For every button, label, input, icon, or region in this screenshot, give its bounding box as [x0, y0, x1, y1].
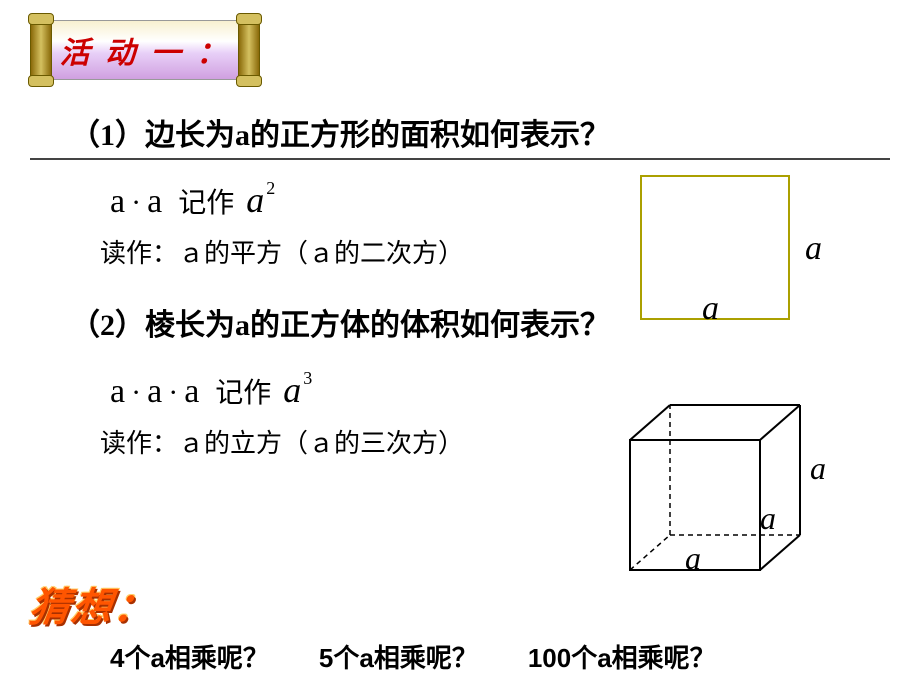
question-1-text: （1）边长为a的正方形的面积如何表示？ [70, 110, 880, 154]
bottom-q2: 5个a相乘呢？ [319, 638, 478, 675]
scroll-roll-left [30, 20, 52, 80]
cube-diagram: a a a [620, 400, 830, 585]
expr1-dot: · [131, 186, 141, 220]
scroll-roll-right [238, 20, 260, 80]
cube-label-outer: a [810, 450, 826, 487]
square-diagram: a a [640, 175, 790, 320]
scroll-body: 活 动 一 ： [52, 20, 238, 80]
expr2-base: a [283, 370, 301, 410]
expr2-label: 记作 [215, 371, 271, 411]
expr1-base: a [246, 180, 264, 220]
square-label-bottom: a [702, 290, 719, 328]
square-label-right: a [805, 230, 822, 268]
cube-label-bottom: a [685, 540, 701, 577]
expr2-a3: a [184, 373, 199, 411]
expr2-a1: a [110, 373, 125, 411]
guess-label-wrap: 猜想： [30, 575, 156, 633]
cube-svg [620, 400, 830, 580]
expr1-result: a2 [246, 179, 273, 221]
guess-label: 猜想： [26, 575, 160, 633]
bottom-questions: 4个a相乘呢？ 5个a相乘呢？ 100个a相乘呢？ [110, 638, 716, 675]
expr1-a1: a [110, 183, 125, 221]
expr2-exp: 3 [303, 368, 312, 388]
expr1-a2: a [147, 183, 162, 221]
expr1-exp: 2 [266, 178, 275, 198]
bottom-q3: 100个a相乘呢？ [528, 638, 716, 675]
expr2-dot1: · [131, 376, 141, 410]
cube-label-inner: a [760, 500, 776, 537]
expr1-label: 记作 [178, 181, 234, 221]
expr2-a2: a [147, 373, 162, 411]
bottom-q1: 4个a相乘呢？ [110, 638, 269, 675]
expr2-dot2: · [168, 376, 178, 410]
activity-banner: 活 动 一 ： [30, 20, 260, 80]
banner-title: 活 动 一 ： [60, 28, 231, 72]
expr2-result: a3 [283, 369, 310, 411]
